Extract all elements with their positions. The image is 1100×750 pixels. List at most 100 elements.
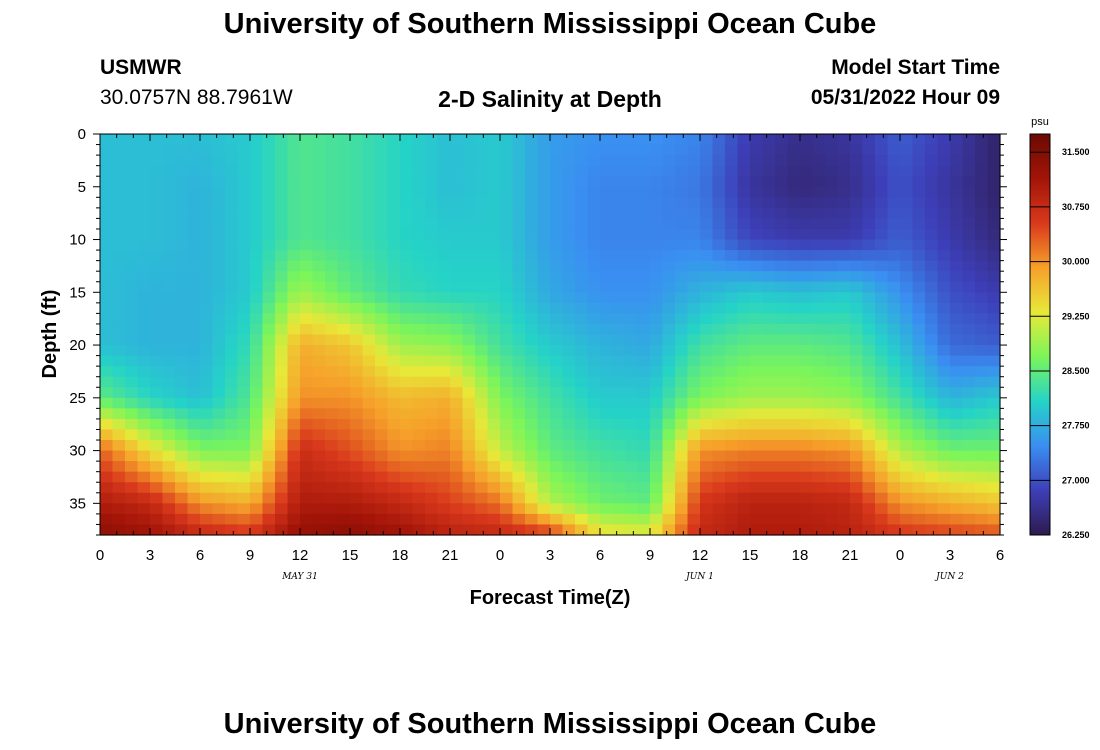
heatmap-cell — [237, 176, 251, 188]
heatmap-cell — [337, 429, 351, 441]
heatmap-cell — [850, 228, 864, 241]
heatmap-cell — [575, 513, 589, 526]
heatmap-cell — [437, 387, 451, 399]
heatmap-cell — [362, 165, 376, 177]
heatmap-cell — [400, 366, 414, 378]
heatmap-cell — [750, 366, 764, 378]
heatmap-cell — [562, 345, 576, 357]
heatmap-cell — [362, 228, 376, 241]
heatmap-cell — [350, 440, 364, 452]
heatmap-cell — [387, 334, 401, 346]
heatmap-cell — [412, 376, 426, 388]
heatmap-cell — [775, 228, 789, 241]
heatmap-cell — [937, 176, 951, 188]
heatmap-cell — [762, 397, 776, 409]
heatmap-cell — [225, 503, 239, 515]
heatmap-cell — [662, 144, 676, 156]
heatmap-cell — [525, 408, 539, 420]
heatmap-cell — [200, 323, 214, 336]
heatmap-cell — [525, 292, 539, 304]
heatmap-cell — [250, 302, 264, 314]
heatmap-cell — [287, 366, 301, 378]
heatmap-cell — [450, 334, 464, 346]
heatmap-cell — [800, 281, 814, 293]
heatmap-cell — [837, 387, 851, 399]
heatmap-cell — [150, 186, 164, 198]
heatmap-cell — [750, 418, 764, 431]
heatmap-cell — [725, 366, 739, 378]
heatmap-cell — [275, 355, 289, 367]
heatmap-cell — [775, 218, 789, 230]
heatmap-cell — [250, 313, 264, 325]
heatmap-cell — [287, 218, 301, 230]
heatmap-cell — [525, 197, 539, 209]
heatmap-cell — [712, 524, 726, 536]
heatmap-cell — [800, 429, 814, 441]
heatmap-cell — [287, 250, 301, 262]
heatmap-cell — [687, 471, 701, 483]
heatmap-cell — [387, 207, 401, 220]
heatmap-cell — [275, 376, 289, 388]
heatmap-cell — [762, 271, 776, 283]
heatmap-cell — [825, 197, 839, 209]
heatmap-cell — [375, 345, 389, 357]
heatmap-cell — [150, 250, 164, 262]
heatmap-cell — [675, 450, 689, 462]
heatmap-cell — [250, 218, 264, 230]
heatmap-cell — [100, 302, 114, 314]
y-tick-label: 30 — [69, 443, 86, 460]
heatmap-cell — [612, 260, 626, 272]
heatmap-cell — [500, 218, 514, 230]
heatmap-cell — [100, 376, 114, 388]
heatmap-cell — [137, 471, 151, 483]
heatmap-cell — [425, 503, 439, 515]
heatmap-cell — [562, 207, 576, 220]
heatmap-cell — [475, 207, 489, 220]
heatmap-cell — [662, 260, 676, 272]
heatmap-cell — [312, 376, 326, 388]
heatmap-cell — [962, 397, 976, 409]
heatmap-cell — [912, 503, 926, 515]
heatmap-cell — [700, 503, 714, 515]
heatmap-cell — [462, 450, 476, 462]
heatmap-cell — [537, 492, 551, 504]
heatmap-cell — [125, 387, 139, 399]
heatmap-cell — [587, 165, 601, 177]
heatmap-cell — [337, 397, 351, 409]
heatmap-cell — [612, 239, 626, 251]
heatmap-cell — [275, 186, 289, 198]
heatmap-cell — [412, 281, 426, 293]
colorbar-ticks: 31.50030.75030.00029.25028.50027.75027.0… — [1030, 147, 1090, 540]
heatmap-cell — [125, 471, 139, 483]
heatmap-cell — [975, 482, 989, 494]
heatmap-cell — [112, 503, 126, 515]
heatmap-cell — [800, 292, 814, 304]
heatmap-cell — [962, 186, 976, 198]
heatmap-cell — [900, 471, 914, 483]
heatmap-cell — [162, 366, 176, 378]
heatmap-cell — [887, 334, 901, 346]
heatmap-cell — [562, 186, 576, 198]
heatmap-cell — [400, 482, 414, 494]
heatmap-cell — [137, 207, 151, 220]
heatmap-cell — [875, 461, 889, 473]
heatmap-cell — [250, 260, 264, 272]
heatmap-cell — [750, 155, 764, 167]
heatmap-cell — [975, 397, 989, 409]
heatmap-cell — [637, 228, 651, 241]
heatmap-cell — [112, 408, 126, 420]
heatmap-cell — [425, 218, 439, 230]
heatmap-cell — [312, 440, 326, 452]
heatmap-cell — [575, 482, 589, 494]
heatmap-cell — [300, 197, 314, 209]
heatmap-cell — [962, 366, 976, 378]
heatmap-cell — [587, 397, 601, 409]
x-tick-label: 0 — [896, 547, 904, 564]
heatmap-cell — [325, 207, 339, 220]
heatmap-cell — [850, 207, 864, 220]
heatmap-cell — [175, 387, 189, 399]
heatmap-cell — [950, 281, 964, 293]
heatmap-cell — [850, 461, 864, 473]
heatmap-cell — [175, 492, 189, 504]
heatmap-cell — [812, 397, 826, 409]
